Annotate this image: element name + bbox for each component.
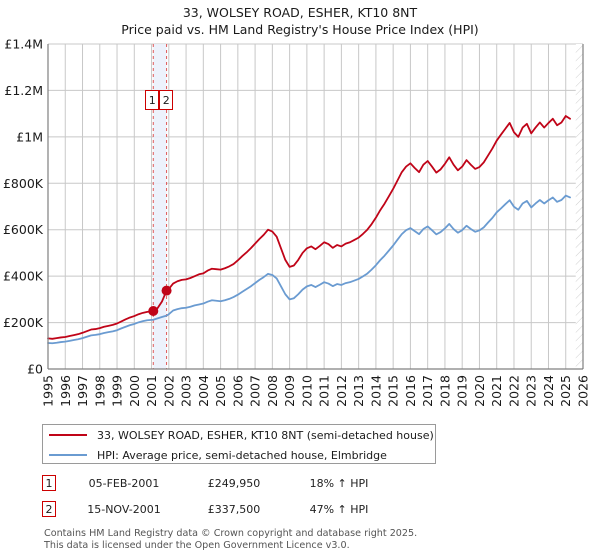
transaction-index-badge: 2: [42, 501, 56, 517]
y-axis-tick-labels: £0 £200K £400K £600K £800K £1M £1.2M £1.4M: [3, 37, 44, 377]
svg-text:2004: 2004: [196, 375, 211, 407]
transaction-hpi-delta: 47% ↑ HPI: [309, 502, 369, 516]
svg-text:£1M: £1M: [16, 129, 43, 144]
svg-text:£600K: £600K: [3, 222, 44, 237]
svg-text:1998: 1998: [92, 375, 107, 407]
transactions-table: 1 05-FEB-2001 £249,950 18% ↑ HPI 2 15-NO…: [42, 470, 462, 522]
svg-text:2011: 2011: [317, 375, 332, 407]
svg-text:2009: 2009: [282, 375, 297, 407]
chart-legend: 33, WOLSEY ROAD, ESHER, KT10 8NT (semi-d…: [42, 424, 436, 464]
svg-text:2019: 2019: [455, 375, 470, 407]
legend-swatch-hpi: [49, 454, 87, 456]
footer-line-2: This data is licensed under the Open Gov…: [44, 539, 350, 551]
future-projection-band: [575, 44, 583, 369]
svg-text:1997: 1997: [75, 375, 90, 407]
svg-text:2003: 2003: [179, 375, 194, 407]
svg-text:2016: 2016: [403, 375, 418, 407]
svg-text:2007: 2007: [248, 375, 263, 407]
legend-label-hpi: HPI: Average price, semi-detached house,…: [97, 448, 387, 462]
svg-text:2018: 2018: [437, 375, 452, 407]
chart-axes: [47, 44, 584, 370]
page-title: 33, WOLSEY ROAD, ESHER, KT10 8NT: [182, 5, 418, 20]
sale-marker-label-1[interactable]: 1: [145, 90, 160, 110]
svg-text:2021: 2021: [489, 375, 504, 407]
svg-text:£800K: £800K: [3, 176, 44, 191]
svg-text:2020: 2020: [472, 375, 487, 407]
svg-text:2025: 2025: [558, 375, 573, 407]
sale-point-markers: [148, 285, 172, 316]
svg-text:2012: 2012: [334, 375, 349, 407]
chart-title-block: 33, WOLSEY ROAD, ESHER, KT10 8NT Price p…: [0, 4, 600, 38]
svg-text:2015: 2015: [386, 375, 401, 407]
svg-text:2024: 2024: [541, 375, 556, 407]
svg-text:2008: 2008: [265, 375, 280, 407]
x-axis-tick-labels: 1995 1996 1997 1998 1999 2000 2001 2002 2003 2004…: [41, 375, 591, 407]
svg-text:2001: 2001: [144, 375, 159, 407]
legend-item-property: 33, WOLSEY ROAD, ESHER, KT10 8NT (semi-d…: [43, 425, 435, 445]
svg-text:1999: 1999: [110, 375, 125, 407]
svg-text:2000: 2000: [127, 375, 142, 407]
transaction-date: 15-NOV-2001: [87, 502, 161, 516]
transaction-price: £249,950: [207, 476, 261, 490]
svg-text:2022: 2022: [506, 375, 521, 407]
attribution-footer: Contains HM Land Registry data © Crown c…: [44, 528, 584, 551]
table-row[interactable]: 1 05-FEB-2001 £249,950 18% ↑ HPI: [42, 470, 462, 496]
svg-text:£400K: £400K: [3, 269, 44, 284]
svg-text:2017: 2017: [420, 375, 435, 407]
svg-text:2006: 2006: [230, 375, 245, 407]
svg-text:£200K: £200K: [3, 315, 44, 330]
svg-text:2013: 2013: [351, 375, 366, 407]
svg-text:2005: 2005: [213, 375, 228, 407]
chart-series-group: [47, 115, 571, 345]
table-row[interactable]: 2 15-NOV-2001 £337,500 47% ↑ HPI: [42, 496, 462, 522]
legend-label-property: 33, WOLSEY ROAD, ESHER, KT10 8NT (semi-d…: [97, 428, 434, 442]
legend-item-hpi: HPI: Average price, semi-detached house,…: [43, 445, 435, 465]
sale-marker-label-2[interactable]: 2: [159, 90, 174, 110]
chart-plot-area: £0 £200K £400K £600K £800K £1M £1.2M £1.4M 1995…: [3, 37, 591, 407]
svg-text:£0: £0: [27, 362, 43, 377]
svg-text:£1.2M: £1.2M: [4, 83, 43, 98]
svg-text:2010: 2010: [299, 375, 314, 407]
transaction-hpi-delta: 18% ↑ HPI: [309, 476, 369, 490]
svg-text:1995: 1995: [41, 375, 56, 407]
svg-text:2023: 2023: [524, 375, 539, 407]
svg-text:2026: 2026: [576, 375, 591, 407]
footer-line-1: Contains HM Land Registry data © Crown c…: [44, 528, 418, 539]
svg-text:£1.4M: £1.4M: [4, 37, 43, 52]
svg-text:2002: 2002: [161, 375, 176, 407]
transaction-index-badge: 1: [42, 475, 56, 491]
svg-text:2014: 2014: [368, 375, 383, 407]
transaction-date: 05-FEB-2001: [88, 476, 160, 490]
transaction-price: £337,500: [207, 502, 261, 516]
legend-swatch-property: [49, 434, 87, 436]
svg-text:1996: 1996: [58, 375, 73, 407]
chart-subtitle: Price paid vs. HM Land Registry's House …: [121, 22, 479, 37]
